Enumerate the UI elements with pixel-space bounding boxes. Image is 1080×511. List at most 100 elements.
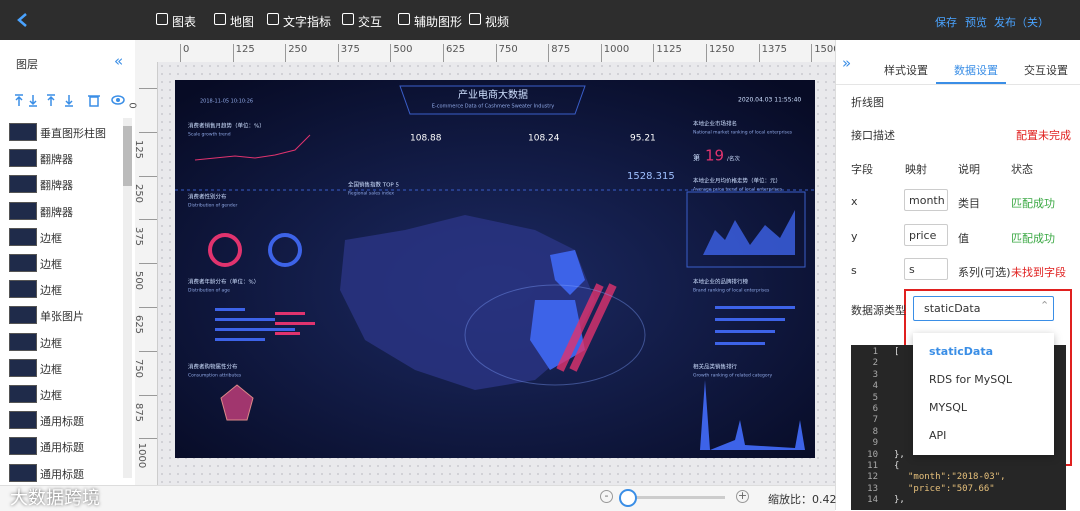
field-input[interactable]: month [904, 189, 948, 211]
dashboard-text: 第 [693, 153, 700, 162]
donut [208, 233, 242, 267]
ruler-label: 750 [133, 358, 145, 378]
label: 数据源类型 [851, 304, 906, 317]
ruler-label: 250 [288, 44, 308, 55]
field-input[interactable]: s [904, 258, 948, 280]
action[interactable]: 预览 [965, 16, 987, 29]
ruler-label: 875 [133, 402, 145, 422]
field-input[interactable]: price [904, 223, 948, 246]
layer-name[interactable]: 翻牌器 [40, 153, 73, 167]
layer-name[interactable]: 边框 [40, 258, 62, 271]
action[interactable]: 发布（关） [994, 16, 1049, 29]
line-number: 8 [872, 426, 878, 437]
layer-name[interactable]: 边框 [40, 362, 62, 376]
dropdown: staticData RDS for MySQL MYSQL API [913, 333, 1054, 455]
ruler-tick [139, 394, 157, 396]
zoom-out[interactable]: - [600, 490, 613, 503]
dropdown-option[interactable]: RDS for MySQL [929, 373, 1012, 386]
ruler-tick [811, 44, 813, 62]
ruler-label: 1000 [603, 44, 630, 55]
table-cell: x [851, 195, 858, 208]
code-line: "price":"507.66" [908, 483, 995, 494]
line-number: 6 [872, 404, 878, 414]
tab[interactable]: 样式设置 [884, 64, 928, 77]
menu-item[interactable]: 辅助图形 [414, 15, 463, 29]
layer-thumb [9, 280, 37, 299]
tab[interactable]: 交互设置 [1024, 64, 1068, 77]
dropdown-option[interactable]: MYSQL [929, 401, 967, 414]
menu-icon [267, 13, 279, 25]
dashboard-text: 消费者性别分布 [188, 193, 227, 201]
dropdown-option[interactable]: API [929, 429, 947, 442]
zoom-knob[interactable] [619, 489, 637, 507]
scrollbar[interactable] [123, 118, 132, 478]
action[interactable]: 保存 [935, 16, 957, 29]
line-number: 10 [867, 449, 878, 460]
line-number: 11 [867, 461, 878, 471]
layer-name[interactable]: 边框 [40, 231, 62, 245]
collapse-icon[interactable]: « [114, 52, 124, 70]
dashboard-text: 消费者年龄分布（单位：%） [188, 278, 259, 286]
back-icon[interactable] [16, 12, 30, 28]
menu-item[interactable]: 地图 [230, 15, 255, 29]
ruler-tick [139, 88, 157, 89]
layer-name[interactable]: 垂直图形柱图 [40, 127, 106, 140]
menu-item[interactable]: 文字指标 [283, 15, 332, 29]
dashboard-text: 消费者销售月趋势（单位：%） [188, 122, 265, 130]
layer-thumb [9, 175, 37, 194]
layer-name[interactable]: 边框 [40, 336, 62, 350]
ruler-tick [139, 131, 157, 133]
layer-name[interactable]: 翻牌器 [40, 179, 73, 193]
dashboard-text: 本地企业的品牌排行榜 [693, 278, 749, 286]
flight-line [556, 283, 617, 372]
radar [220, 384, 254, 421]
layer-name[interactable]: 通用标题 [40, 467, 84, 481]
dropdown-option[interactable]: staticData [929, 345, 994, 358]
ruler-tick [285, 44, 287, 62]
code-line: { [894, 461, 900, 471]
ruler-label: 500 [393, 44, 413, 55]
ruler-tick [758, 44, 760, 62]
layer-name[interactable]: 翻牌器 [40, 205, 73, 219]
dashboard-text: Average price trend of local enterprises [693, 187, 783, 193]
source-select[interactable]: staticData [913, 296, 1054, 321]
layer-name[interactable]: 通用标题 [40, 415, 84, 429]
chevron: ⌃ [1040, 299, 1050, 312]
layer-name[interactable]: 边框 [40, 389, 62, 402]
field-status: 匹配成功 [1011, 231, 1055, 245]
ruler-label: 125 [235, 44, 255, 55]
field-status: 匹配成功 [1011, 197, 1055, 210]
table-cell: 类目 [958, 197, 980, 210]
menu-item[interactable]: 图表 [172, 15, 197, 29]
line-number: 7 [872, 415, 878, 426]
dashboard-text: E-commerce Data of Cashmere Sweater Indu… [432, 104, 554, 110]
layer-name[interactable]: 单张图片 [40, 310, 84, 324]
dashboard-text: Growth ranking of related category [693, 373, 773, 379]
dashboard: 产业电商大数据 E-commerce Data of Cashmere Sweat… [175, 80, 815, 458]
dashboard-text: 2020.04.03 11:55:40 [738, 97, 801, 104]
ruler-label: 500 [133, 271, 145, 291]
layer-name[interactable]: 通用标题 [40, 441, 84, 455]
layer-thumb [9, 411, 37, 430]
menu-icon [342, 13, 354, 25]
zoom-in[interactable]: + [736, 489, 749, 503]
age-bars [275, 312, 315, 335]
ruler-top: 0 125 250 375 500 625 750 875 1000 1125 1250 1375 15… [135, 40, 997, 63]
ruler-label: 750 [498, 44, 518, 55]
ruler-label: 1500 [814, 44, 840, 55]
dashboard-text: Brand ranking of local enterprises [693, 288, 770, 294]
layer-name[interactable]: 边框 [40, 284, 62, 298]
table-cell: y [851, 229, 858, 243]
line-number: 12 [867, 472, 878, 483]
menu-item[interactable]: 视频 [485, 15, 510, 29]
dashboard-text: Scale growth trend [188, 132, 231, 138]
dashboard-text: Distribution of age [188, 288, 230, 294]
status: 配置未完成 [1016, 129, 1071, 142]
ruler-tick [139, 307, 157, 308]
expand-icon[interactable]: » [842, 54, 852, 72]
ruler-label: 0 [126, 102, 138, 109]
menu-item[interactable]: 交互 [358, 15, 383, 29]
tab[interactable]: 数据设置 [954, 64, 998, 77]
ruler-tick [390, 44, 392, 62]
